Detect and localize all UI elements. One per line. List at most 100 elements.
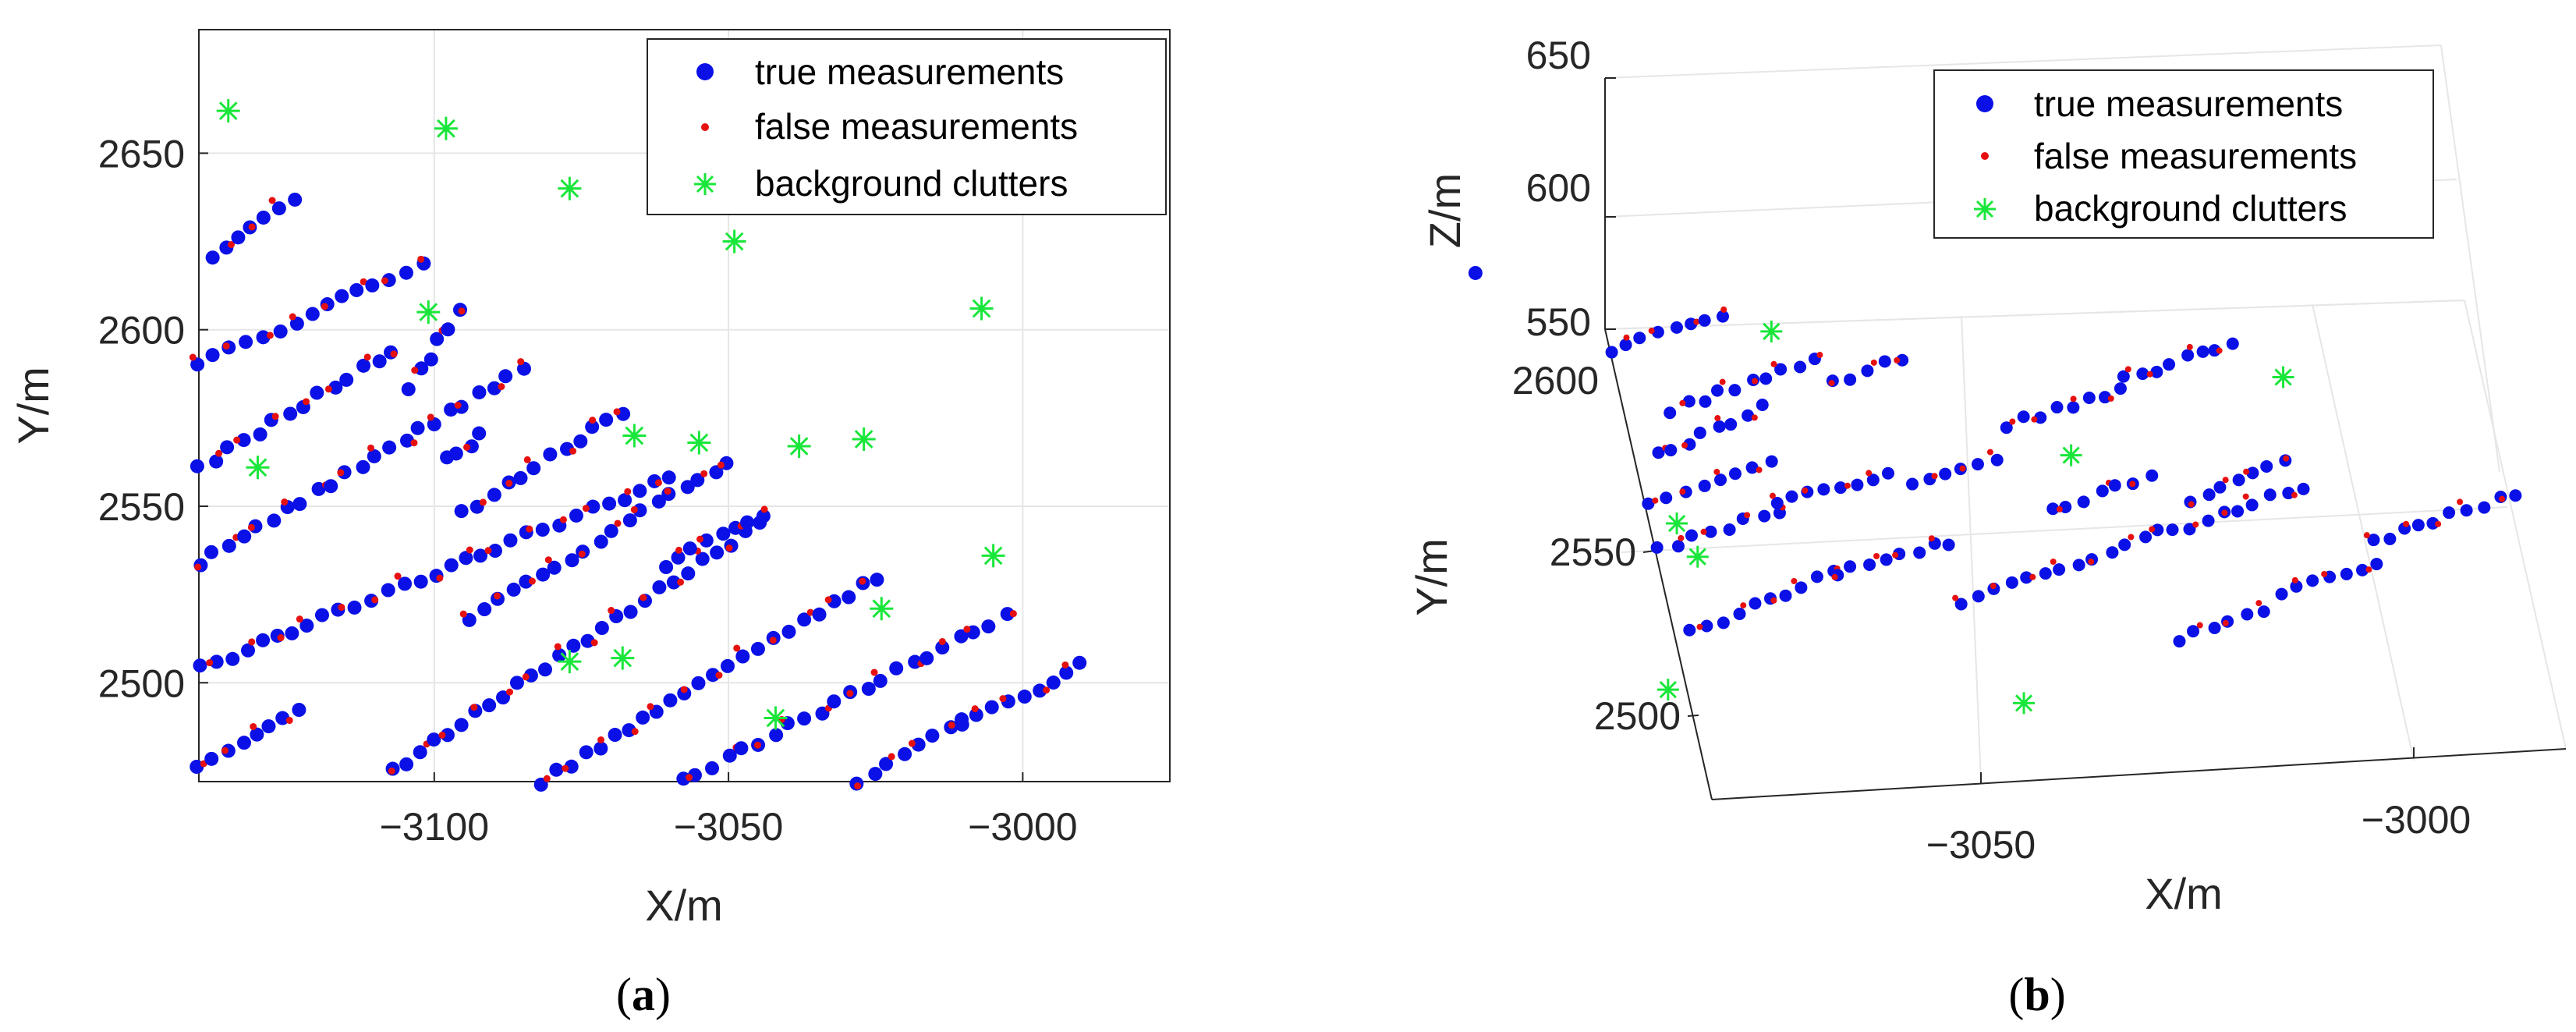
false-measurement-point [846,690,854,697]
true-measurement-point [473,548,488,563]
true-measurement-point [2077,495,2090,509]
true-measurement-point [2245,498,2259,512]
true-measurement-point [498,369,513,384]
false-measurement-point [390,350,398,358]
true-measurement-point [236,736,251,750]
clutter-point [622,424,647,448]
true-measurement-point [955,717,969,732]
true-measurement-point [1699,395,1712,408]
false-measurement-point [2192,521,2199,528]
true-measurement-point [288,192,303,207]
true-measurement-point [190,459,204,473]
true-measurement-point [310,385,324,400]
true-measurement-point [585,420,600,434]
clutter-point [558,176,582,200]
false-measurement-point [569,447,577,455]
false-measurement-point [247,523,255,531]
true-measurement-point [399,265,413,280]
true-measurement-point [482,698,497,713]
false-measurement-point [2363,532,2370,539]
false-measurement-point [578,550,586,558]
false-measurement-point [870,668,878,676]
false-measurement-point [2255,600,2262,607]
false-measurement-point [1061,661,1069,668]
false-measurement-point [1009,610,1017,618]
true-measurement-point [440,728,455,743]
svg-text:(a): (a) [616,969,671,1020]
true-measurement-point [1017,690,1032,704]
true-measurement-point [984,700,999,715]
false-measurement-point [526,525,533,533]
false-measurement-point [725,544,733,552]
false-measurement-point [2128,534,2135,541]
true-measurement-point [1714,473,1727,487]
true-measurement-point [427,417,441,431]
false-measurement-point [1740,602,1747,609]
false-measurement-point [2365,566,2372,573]
true-measurement-point [209,654,224,669]
true-measurement-point [398,576,413,591]
true-measurement-point [250,727,264,742]
false-measurement-point [2499,495,2506,502]
false-measurement-point [454,401,462,409]
true-measurement-point [1881,466,1894,480]
panel-a-data [189,99,1087,792]
true-measurement-point [2173,635,2186,648]
false-measurement-point [321,303,328,310]
true-measurement-point [339,372,354,387]
false-measurement-point [222,342,230,350]
false-measurement-point [1894,356,1901,364]
false-measurement-point [1870,359,1877,366]
true-measurement-point [2290,580,2303,593]
false-measurement-point [2321,570,2328,577]
true-measurement-point [699,533,714,548]
true-measurement-point [311,481,326,496]
true-measurement-point [2118,538,2131,551]
false-measurement-point [410,439,418,447]
false-measurement-point [338,604,345,612]
false-measurement-point [215,449,223,457]
true-measurement-point [526,461,541,476]
true-measurement-point [283,406,298,421]
true-measurement-point [1652,446,1665,459]
true-measurement-point [622,513,637,528]
false-measurement-point [2088,559,2095,566]
true-measurement-point [1670,321,1683,334]
panel-b-legend-clutter-marker [1974,198,1996,220]
false-measurement-point [614,520,622,527]
true-measurement-point [756,509,771,523]
true-measurement-point [549,762,564,777]
true-measurement-point [690,473,705,488]
true-measurement-point [2306,574,2319,587]
false-measurement-point [1713,468,1720,475]
false-measurement-point [1770,597,1777,604]
true-measurement-point [1939,467,1952,481]
true-measurement-point [1682,395,1695,408]
false-measurement-point [589,417,597,424]
true-measurement-point [2106,546,2119,559]
true-measurement-point [1896,353,1909,367]
false-measurement-point [1744,512,1751,519]
false-measurement-point [221,747,229,754]
true-measurement-point [413,574,428,589]
true-measurement-point [1906,477,1919,491]
panel-a-ytick-label: 2650 [98,132,185,176]
true-measurement-point [579,745,594,760]
true-measurement-point [1749,597,1762,610]
true-measurement-point [253,427,268,442]
true-measurement-point [444,558,459,573]
true-measurement-point [414,361,429,376]
false-measurement-point [971,705,979,713]
true-measurement-point [1742,409,1755,422]
false-measurement-point [271,413,279,420]
true-measurement-point [1072,655,1087,670]
true-measurement-point [797,612,812,627]
true-measurement-point [2139,530,2153,544]
true-measurement-point [2260,459,2273,473]
caption-a: (a) [616,969,671,1020]
true-measurement-point [1716,310,1729,323]
true-measurement-point [734,741,749,756]
panel-b-ticks: 650 600 550 2600 2550 2500 −3050 −3000 [1512,34,2471,867]
false-measurement-point [2435,520,2442,527]
true-measurement-point [365,278,380,293]
